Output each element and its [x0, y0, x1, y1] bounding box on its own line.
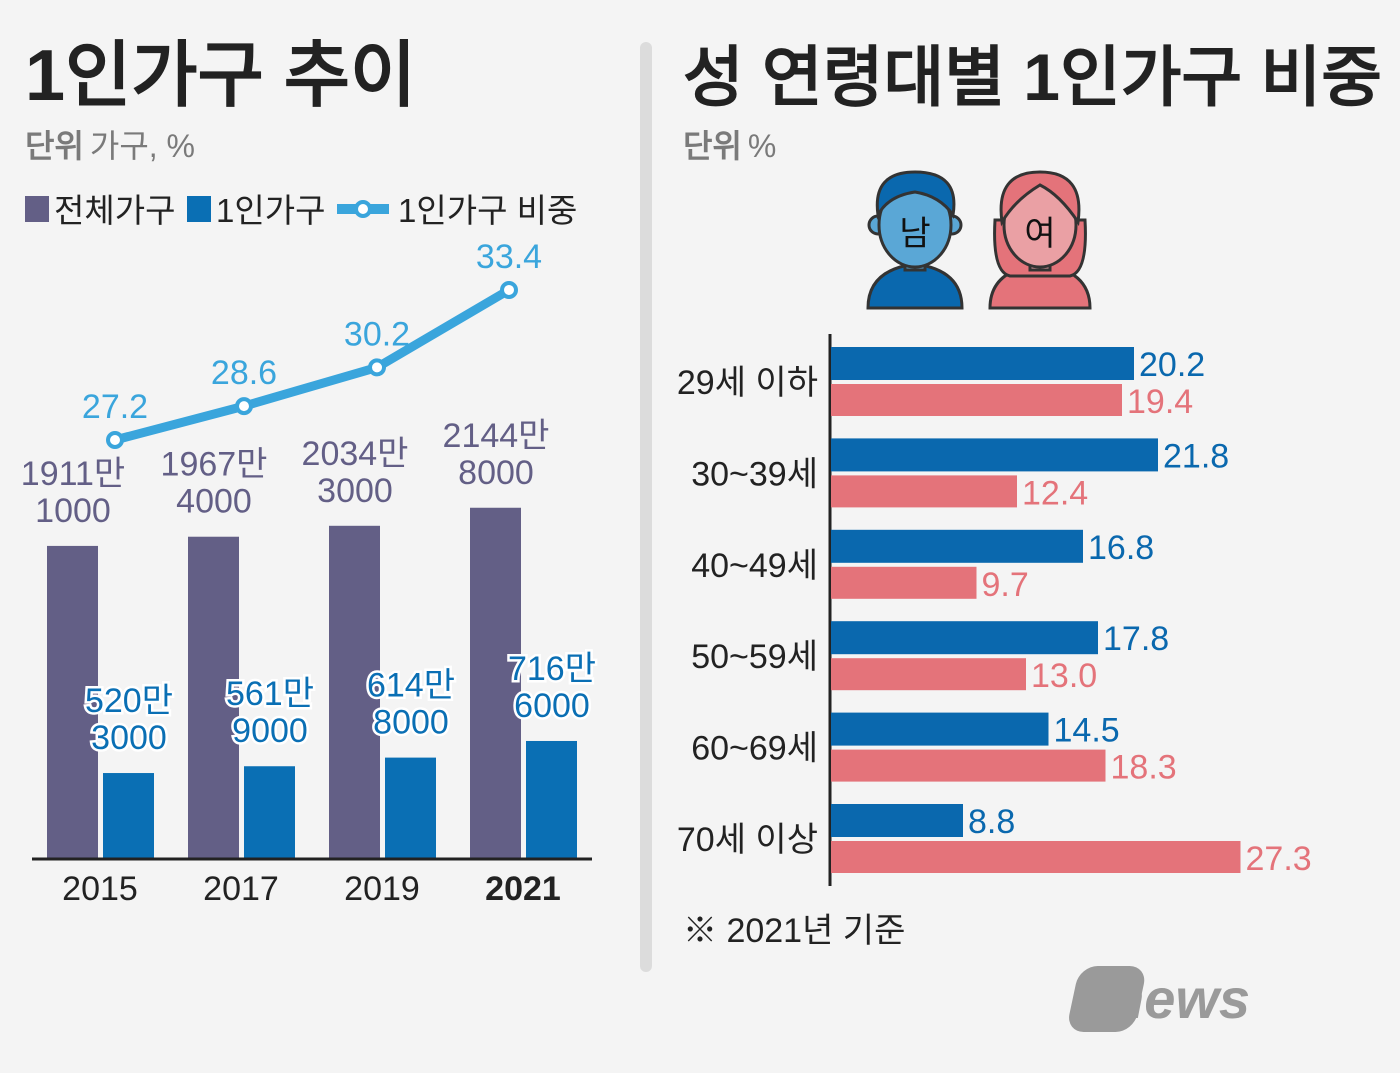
legend-marker-ratio [354, 200, 372, 218]
ratio-point-2017 [235, 397, 253, 416]
right-unit: 단위% [683, 128, 776, 164]
ratio-point-2015 [106, 431, 124, 449]
ratio-point-2021 [500, 280, 518, 299]
bar-total-2019 [329, 525, 380, 858]
bar-single-2015 [103, 773, 154, 858]
label-total-2015: 1911만 [21, 455, 125, 493]
bar-total-2017 [188, 536, 239, 858]
footnote: ※ 2021년 기준 [683, 912, 905, 950]
legend-label-single: 1인가구 [216, 192, 325, 229]
bar-male-4 [831, 712, 1049, 746]
label-total-2019: 2034만 [302, 435, 409, 473]
divider [640, 42, 652, 972]
label-male-5: 8.8 [968, 803, 1015, 841]
female-label: 여 [1024, 215, 1055, 253]
bar-male-5 [831, 804, 963, 837]
bar-single-2021 [526, 740, 577, 858]
y-tick-3: 50~59세 [691, 638, 818, 676]
bar-total-2015 [47, 545, 98, 858]
label-male-1: 21.8 [1163, 437, 1229, 475]
label-total-2019: 3000 [317, 472, 393, 510]
bar-male-3 [831, 621, 1098, 655]
label-single-2021: 716만 [508, 650, 596, 688]
right-chart: 20.219.4 29세 이하 21.8 12.4 30~39세 16.8 9.7 40~49… [677, 334, 1312, 886]
y-tick-5: 70세 이상 [677, 821, 818, 859]
bar-female-1 [831, 475, 1017, 508]
bar-male-0 [831, 347, 1134, 380]
label-female-0: 19.4 [1127, 383, 1193, 421]
label-single-2019: 8000 [373, 704, 449, 742]
left-unit: 단위 가구, % [25, 128, 195, 164]
male-label: 남 [899, 215, 930, 253]
label-male-2: 16.8 [1088, 529, 1154, 567]
y-tick-4: 60~69세 [691, 730, 818, 768]
ratio-line [113, 286, 512, 445]
legend-swatch-total [25, 196, 49, 222]
left-chart: 1911만1000520만300020151967만4000561만900020… [21, 238, 599, 908]
ratio-point-2019 [368, 358, 386, 377]
label-female-4: 18.3 [1111, 749, 1177, 787]
bar-female-3 [831, 658, 1026, 691]
legend-label-total: 전체가구 [54, 192, 175, 229]
label-single-2017: 561만 [226, 675, 314, 713]
ratio-label-2021: 33.4 [476, 238, 542, 276]
bar-female-2 [831, 566, 977, 599]
y-tick-2: 40~49세 [691, 547, 818, 585]
y-tick-1: 30~39세 [691, 455, 818, 493]
ratio-label-2015: 27.2 [82, 388, 148, 426]
bar-male-2 [831, 529, 1083, 563]
label-single-2015: 3000 [91, 719, 167, 757]
label-female-1: 12.4 [1022, 474, 1088, 512]
label-single-2017: 9000 [232, 712, 308, 750]
legend-swatch-single [187, 196, 211, 222]
legend-label-ratio: 1인가구 비중 [398, 192, 577, 229]
bar-single-2017 [244, 766, 295, 858]
label-total-2017: 1967만 [161, 446, 268, 484]
left-legend: 전체가구 1인가구 1인가구 비중 [25, 192, 577, 229]
label-total-2017: 4000 [176, 483, 252, 521]
label-male-0: 20.2 [1139, 346, 1205, 384]
label-total-2021: 2144만 [443, 417, 550, 455]
bar-female-4 [831, 749, 1106, 782]
x-tick-2017: 2017 [203, 870, 279, 908]
bar-female-0 [831, 384, 1122, 416]
label-female-3: 13.0 [1031, 657, 1097, 695]
label-total-2021: 8000 [458, 454, 534, 492]
ratio-label-2017: 28.6 [211, 354, 277, 392]
label-single-2021: 6000 [514, 687, 590, 725]
bar-female-5 [831, 841, 1241, 873]
x-tick-2015: 2015 [62, 870, 138, 908]
x-tick-2019: 2019 [344, 870, 420, 908]
label-single-2019: 614만 [367, 667, 455, 705]
label-female-5: 27.3 [1246, 840, 1312, 878]
male-avatar-icon: 남 [866, 170, 964, 310]
svg-text:1: 1 [1295, 968, 1328, 1035]
ratio-label-2019: 30.2 [344, 315, 410, 353]
female-avatar-icon: 여 [988, 170, 1092, 310]
news1-logo: news 1 [1069, 966, 1328, 1035]
y-tick-0: 29세 이하 [677, 364, 818, 402]
label-female-2: 9.7 [982, 566, 1029, 604]
bar-total-2021 [470, 507, 521, 858]
label-male-3: 17.8 [1103, 620, 1169, 658]
right-chart-title: 성 연령대별 1인가구 비중 [683, 40, 1382, 114]
bar-male-1 [831, 438, 1158, 472]
label-single-2015: 520만 [85, 682, 173, 720]
left-chart-title: 1인가구 추이 [25, 36, 416, 116]
x-tick-2021: 2021 [485, 870, 561, 908]
label-total-2015: 1000 [35, 492, 111, 530]
label-male-4: 14.5 [1054, 712, 1120, 750]
bar-single-2019 [385, 757, 436, 858]
